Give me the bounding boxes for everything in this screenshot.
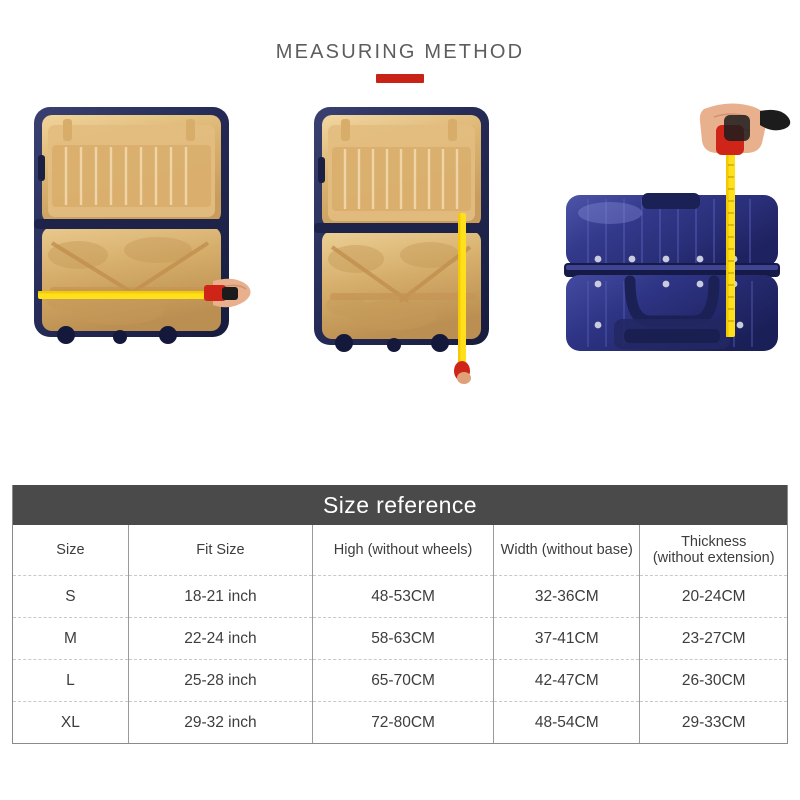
cell-fit-size: 18-21 inch <box>128 575 314 618</box>
cell-width: 37-41CM <box>493 617 641 660</box>
column-header-fit-size: Fit Size <box>128 525 314 576</box>
size-table-title-bar: Size reference <box>13 485 787 525</box>
measuring-photo-strip <box>0 95 800 385</box>
page-title: MEASURING METHOD <box>275 41 525 63</box>
cell-high: 48-53CM <box>312 575 495 618</box>
hand-holding-tape <box>204 278 251 308</box>
cell-thickness: 26-30CM <box>639 659 787 702</box>
cell-size: M <box>13 617 129 660</box>
photo-open-suitcase-width <box>8 95 253 360</box>
cell-fit-size: 25-28 inch <box>128 659 314 702</box>
measuring-method-header: MEASURING METHOD <box>0 40 800 83</box>
tape-measure-body <box>454 361 471 384</box>
column-header-width: Width (without base) <box>493 525 641 576</box>
cell-fit-size: 22-24 inch <box>128 617 314 660</box>
cell-thickness: 29-33CM <box>681 714 746 731</box>
cell-thickness: 20-24CM <box>639 575 787 618</box>
cell-high: 58-63CM <box>312 617 495 660</box>
cell-thickness: 23-27CM <box>639 617 787 660</box>
table-row: M 22-24 inch 58-63CM 37-41CM 23-27CM <box>13 617 787 660</box>
cell-high: 65-70CM <box>312 659 495 702</box>
title-accent-rule <box>376 74 424 83</box>
column-header-thickness: Thickness (without extension) <box>639 525 787 576</box>
cell-width: 48-54CM <box>493 701 641 743</box>
table-row: XL 29-32 inch 72-80CM 48-54CM 29-33CM <box>13 701 787 743</box>
column-header-size: Size <box>13 525 129 576</box>
cell-size: L <box>13 659 129 702</box>
size-chart: Size Fit Size High (without wheels) Widt… <box>13 525 787 743</box>
size-reference-table: Size reference Size Fit Size High (witho… <box>12 485 788 744</box>
cell-width: 42-47CM <box>493 659 641 702</box>
column-header-high: High (without wheels) <box>312 525 495 576</box>
size-table-title: Size reference <box>323 491 477 518</box>
column-header-thickness-line2: (without extension) <box>652 550 775 566</box>
cell-high: 72-80CM <box>312 701 495 743</box>
hand-holding-tape <box>699 103 791 155</box>
table-row: L 25-28 inch 65-70CM 42-47CM 26-30CM <box>13 659 787 702</box>
cell-size: XL <box>13 701 129 743</box>
cell-fit-size: 29-32 inch <box>128 701 314 743</box>
photo-open-suitcase-height <box>288 95 533 385</box>
table-header-row: Size Fit Size High (without wheels) Widt… <box>13 525 787 576</box>
cell-width: 32-36CM <box>493 575 641 618</box>
photo-closed-suitcase-thickness <box>548 95 796 385</box>
cell-size: S <box>13 575 129 618</box>
table-row: S 18-21 inch 48-53CM 32-36CM 20-24CM <box>13 575 787 618</box>
column-header-thickness-line1: Thickness <box>681 534 747 550</box>
